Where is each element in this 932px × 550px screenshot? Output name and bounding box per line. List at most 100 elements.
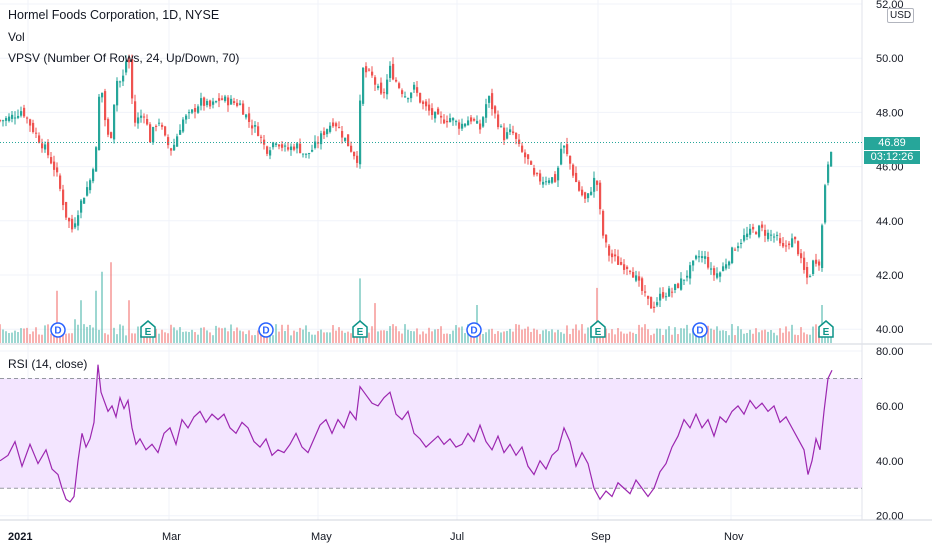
candle-body — [194, 108, 197, 112]
candle-body — [122, 75, 125, 82]
volume-bar — [74, 319, 76, 343]
candle-body — [98, 96, 101, 150]
earnings-label: E — [595, 327, 602, 338]
earnings-badge: E — [352, 320, 368, 338]
volume-bar — [434, 329, 436, 343]
candle-body — [224, 96, 227, 101]
candle-body — [266, 146, 269, 154]
candle-body — [68, 217, 71, 222]
price-axis-tick: 48.00 — [876, 107, 904, 119]
candle-body — [713, 268, 716, 276]
earnings-badge: E — [140, 320, 156, 338]
candle-body — [365, 66, 368, 73]
candle-body — [512, 131, 515, 134]
volume-bar — [122, 325, 124, 343]
dividend-circle — [692, 322, 708, 338]
candlesticks — [0, 54, 833, 313]
vpsv-indicator-label[interactable]: VPSV (Number Of Rows, 24, Up/Down, 70) — [8, 51, 240, 65]
volume-bar — [452, 330, 454, 343]
volume-bar — [185, 331, 187, 343]
candle-body — [188, 112, 191, 114]
candle-body — [374, 77, 377, 85]
volume-bar — [8, 333, 10, 343]
volume-bar — [236, 327, 238, 343]
volume-bar — [77, 324, 79, 343]
volume-bar — [167, 333, 169, 343]
candle-body — [113, 104, 116, 140]
candle-body — [206, 100, 209, 106]
candle-body — [47, 142, 50, 156]
volume-bar — [734, 335, 736, 343]
candle-body — [149, 124, 152, 143]
volume-bar — [278, 331, 280, 343]
currency-label[interactable]: USD — [887, 8, 915, 23]
volume-bar — [368, 332, 370, 343]
candle-body — [812, 260, 815, 274]
volume-bar — [767, 331, 769, 343]
dividend-badge: D — [692, 322, 708, 338]
candle-body — [209, 100, 212, 107]
volume-bar — [41, 334, 43, 343]
candle-body — [755, 232, 758, 235]
candle-body — [254, 125, 257, 127]
volume-bar — [722, 330, 724, 343]
candle-body — [434, 111, 437, 119]
volume-bar — [11, 332, 13, 343]
volume-bar — [440, 326, 442, 343]
volume-bars — [0, 262, 832, 343]
volume-bar — [137, 326, 139, 343]
volume-bar — [269, 334, 271, 343]
volume-bar — [341, 330, 343, 343]
candle-body — [683, 279, 686, 281]
volume-bar — [659, 328, 661, 343]
candle-body — [446, 120, 449, 123]
volume-bar — [539, 334, 541, 343]
volume-bar — [461, 326, 463, 343]
volume-bar — [119, 324, 121, 343]
candle-body — [44, 144, 47, 150]
candle-body — [29, 119, 32, 126]
candle-body — [389, 65, 392, 78]
volume-bar — [653, 333, 655, 343]
volume-bar — [188, 331, 190, 343]
dividend-label: D — [54, 326, 61, 337]
volume-bar — [650, 335, 652, 343]
volume-bar — [749, 329, 751, 343]
candle-body — [377, 85, 380, 89]
volume-bar — [689, 333, 691, 343]
candle-body — [323, 131, 326, 136]
candle-body — [17, 115, 20, 118]
earnings-badge: E — [590, 320, 606, 338]
candle-body — [632, 272, 635, 278]
candle-body — [203, 97, 206, 106]
candle-body — [818, 261, 821, 266]
volume-bar — [92, 327, 94, 343]
volume-bar — [374, 303, 376, 343]
candle-body — [212, 101, 215, 105]
candle-body — [371, 71, 374, 76]
candle-body — [677, 283, 680, 289]
volume-bar — [389, 326, 391, 343]
volume-bar — [707, 325, 709, 343]
candle-body — [410, 92, 413, 99]
volume-bar — [224, 327, 226, 343]
candle-body — [215, 101, 218, 103]
candle-body — [611, 253, 614, 258]
candle-body — [89, 180, 92, 191]
rsi-title[interactable]: RSI (14, close) — [8, 357, 88, 371]
volume-bar — [800, 327, 802, 343]
candle-body — [494, 106, 497, 114]
volume-bar — [662, 334, 664, 343]
volume-bar — [104, 333, 106, 343]
candle-body — [785, 245, 788, 247]
candle-body — [41, 143, 44, 149]
candle-body — [491, 93, 494, 110]
rsi-band — [0, 378, 862, 489]
candle-body — [200, 98, 203, 106]
volume-bar — [758, 332, 760, 343]
candle-body — [71, 218, 74, 230]
volume-indicator-label[interactable]: Vol — [8, 30, 25, 44]
candle-body — [164, 126, 167, 136]
candle-body — [788, 243, 791, 246]
